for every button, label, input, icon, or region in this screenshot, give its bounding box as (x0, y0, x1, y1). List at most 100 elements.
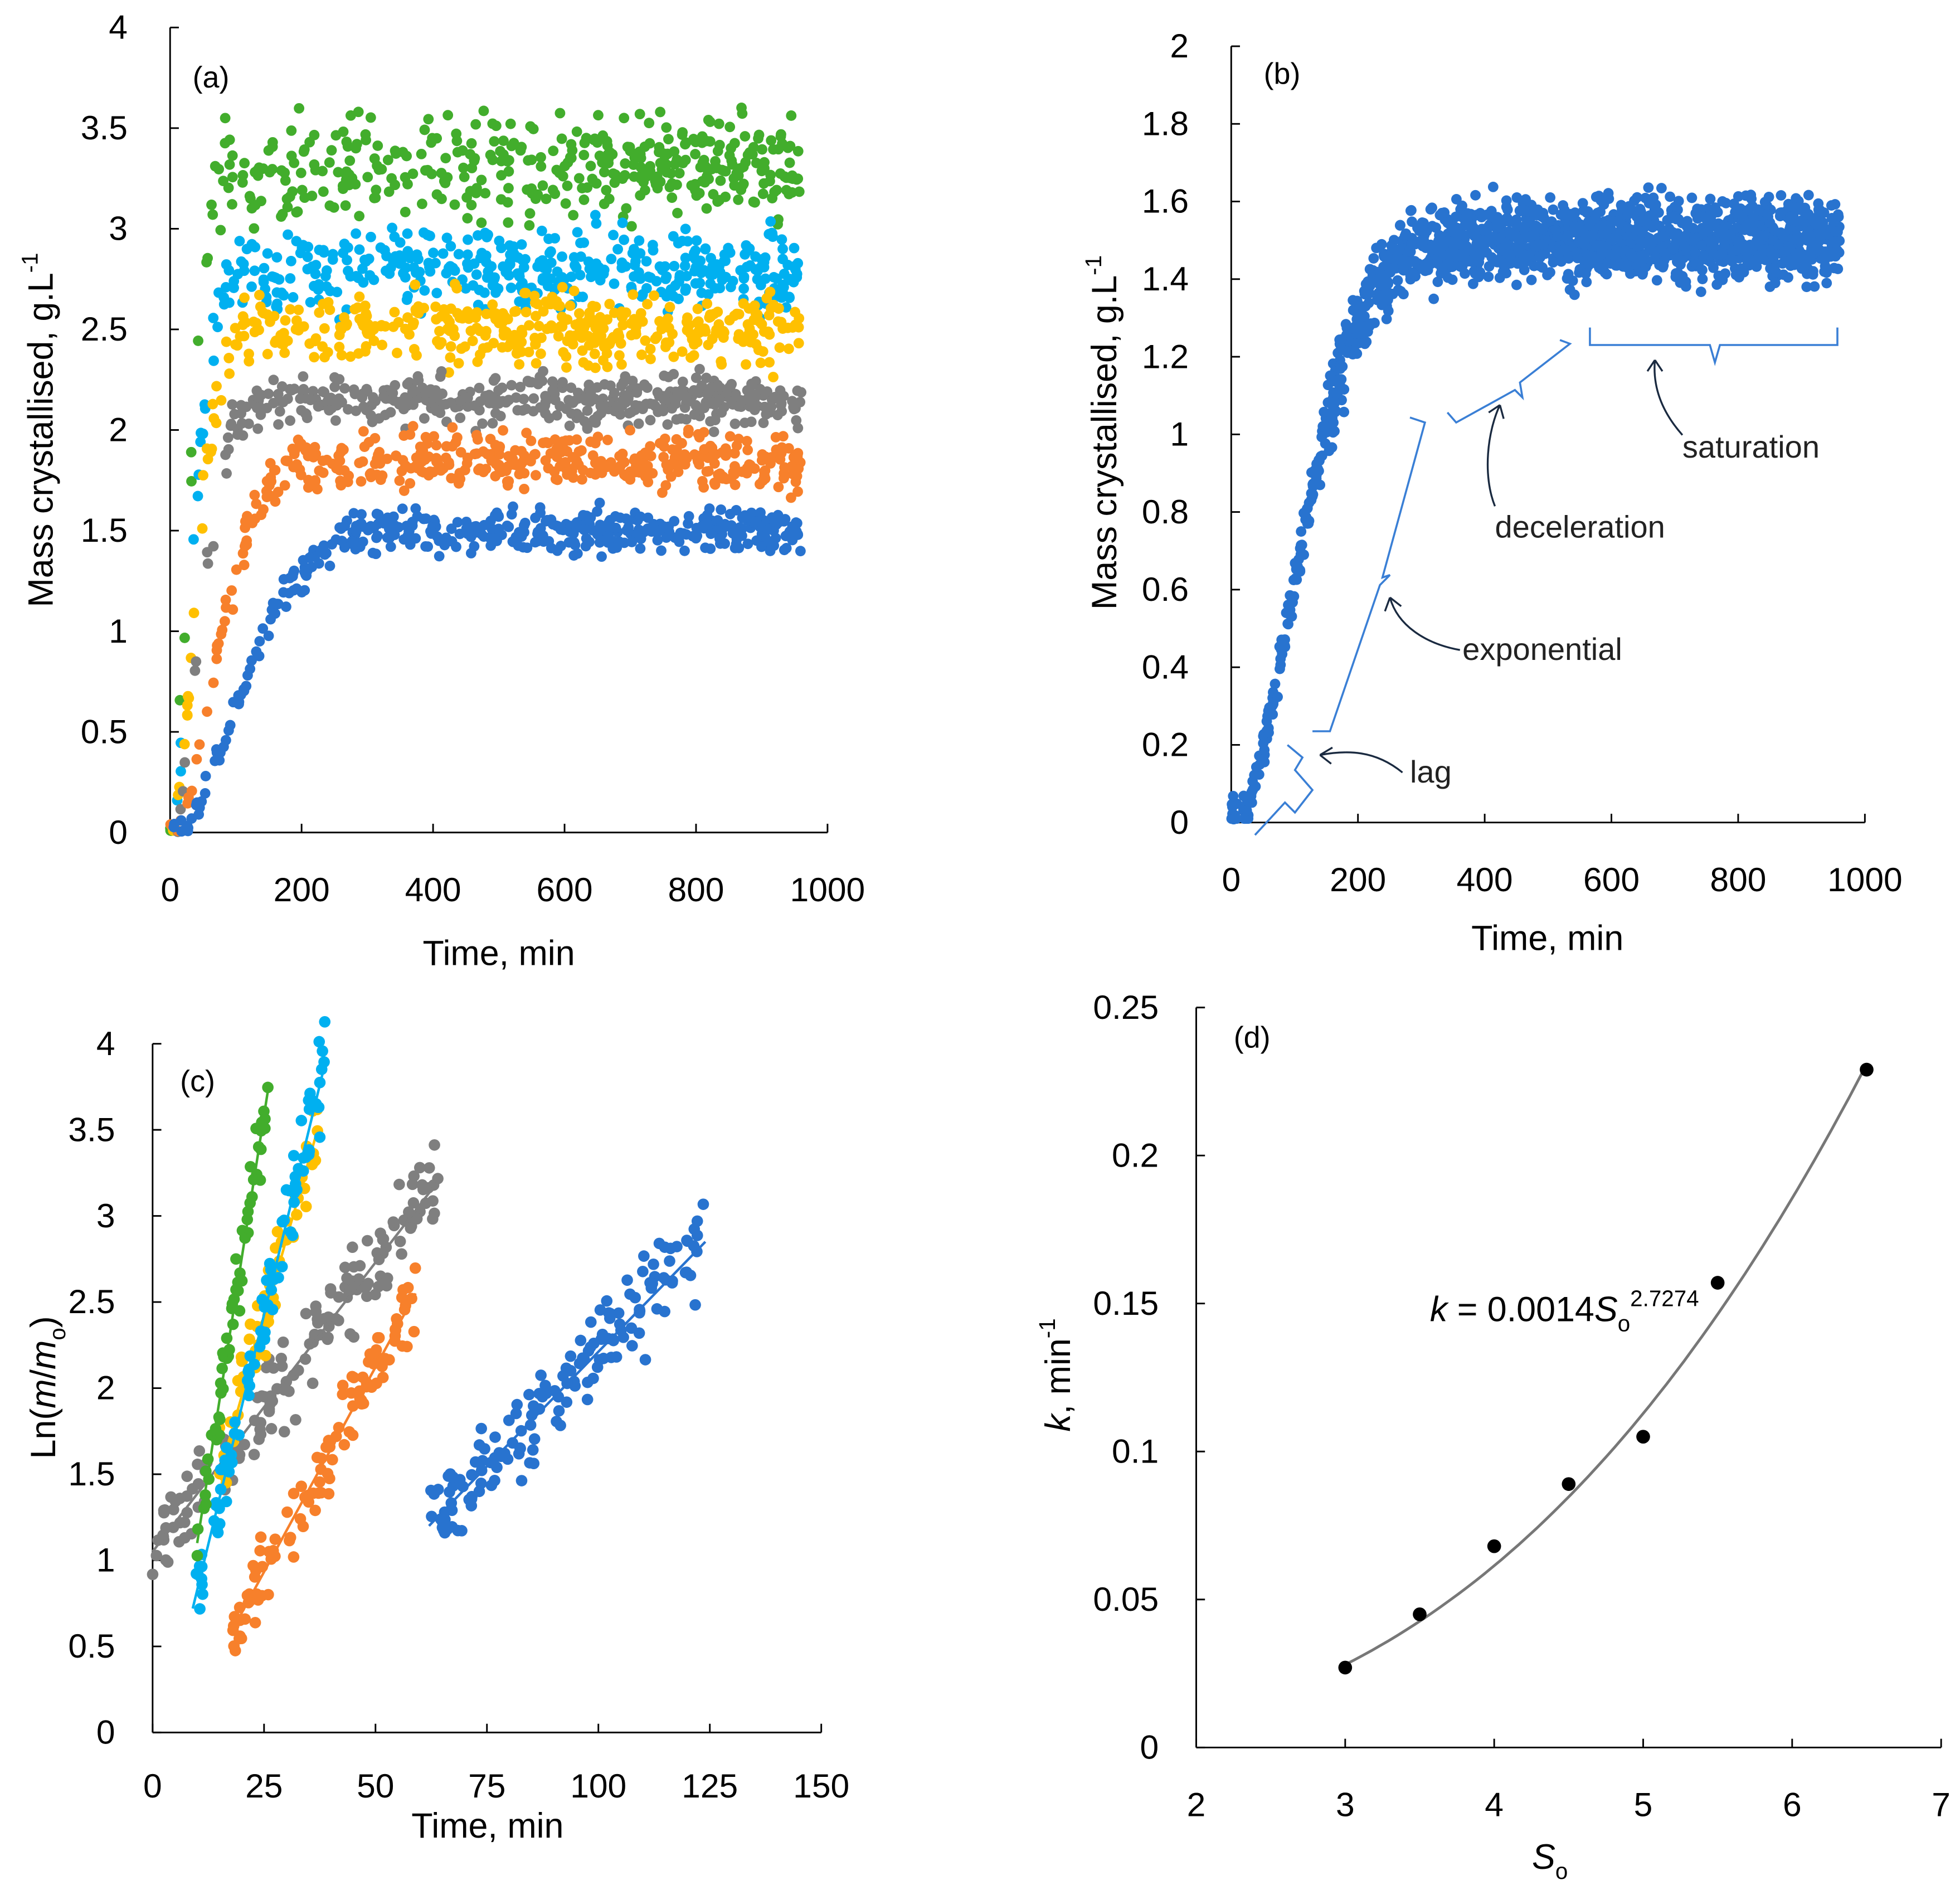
data-point-blue (612, 1307, 625, 1319)
data-point-green (541, 193, 552, 205)
data-point-blue (1656, 243, 1667, 254)
data-point-green (635, 153, 646, 163)
data-point-blue (1327, 405, 1339, 416)
y-tick-label: 0 (96, 1713, 115, 1751)
data-point-blue (610, 511, 621, 522)
data-point-blue (756, 541, 767, 552)
data-point-orange (683, 424, 694, 435)
data-point-yellow (628, 289, 639, 300)
data-point-yellow (521, 307, 532, 318)
data-point-blue (1354, 338, 1365, 348)
x-tick-label: 7 (1932, 1786, 1951, 1824)
data-point-green (237, 169, 249, 181)
y-axis-label: k, min-1 (1034, 1318, 1078, 1431)
data-point-green (361, 134, 371, 145)
y-tick-label: 0.25 (1093, 988, 1159, 1026)
panel-b: 00.20.40.60.811.21.41.61.820 200 400 600 800… (1081, 27, 1903, 958)
data-point-gray (147, 1568, 159, 1580)
data-point-cyan (557, 272, 568, 283)
data-point-cyan (637, 289, 648, 300)
data-point-cyan (725, 281, 736, 293)
data-point-yellow (523, 347, 534, 358)
data-point-gray (618, 377, 629, 388)
data-point-blue (493, 511, 504, 521)
data-point-blue (1581, 276, 1592, 288)
data-point-gray (487, 418, 498, 429)
data-point-orange (530, 470, 541, 481)
data-point-green (567, 145, 578, 156)
data-point-blue (1524, 250, 1535, 261)
data-point-yellow (430, 302, 441, 312)
panel-label: (d) (1234, 1021, 1271, 1054)
data-point-orange (519, 483, 529, 494)
data-point-orange (629, 455, 640, 466)
data-point-yellow (737, 333, 748, 344)
data-point-orange (424, 451, 434, 462)
data-point-blue (1336, 343, 1347, 353)
data-point-gray (251, 402, 262, 414)
data-point-gray (312, 1313, 323, 1325)
data-point-orange (270, 496, 281, 507)
data-point-gray (477, 418, 488, 429)
data-point-cyan (472, 230, 483, 241)
data-point-green (179, 633, 190, 643)
data-point-orange (498, 425, 508, 436)
data-point-green (701, 203, 712, 214)
lag-arrow (1319, 746, 1403, 774)
data-point-orange (289, 445, 300, 456)
data-point-blue (1690, 247, 1701, 258)
data-point-orange (280, 455, 291, 467)
data-point-blue (215, 747, 226, 758)
data-point-blue (648, 1259, 659, 1270)
data-point-orange (256, 1590, 268, 1602)
data-point-orange (247, 1560, 259, 1572)
data-point-green (489, 136, 500, 147)
data-point-green (174, 694, 186, 706)
data-point-orange (281, 1506, 293, 1518)
data-point-yellow (275, 329, 286, 341)
data-point-yellow (768, 299, 779, 310)
data-point-yellow (389, 307, 400, 318)
data-point-yellow (244, 356, 255, 367)
data-point-blue (251, 646, 262, 657)
data-point-gray (564, 420, 575, 431)
data-point-green (365, 112, 376, 123)
data-point-gray (746, 416, 757, 427)
data-point-orange (469, 449, 480, 460)
data-point-blue (436, 1522, 449, 1533)
data-point-blue (1520, 194, 1531, 205)
data-point-blue (553, 1405, 565, 1417)
data-point-cyan (453, 249, 464, 260)
data-point-blue (679, 545, 690, 556)
data-point-cyan (194, 1603, 206, 1615)
data-point-cyan (313, 1036, 325, 1048)
data-point-yellow (660, 341, 671, 352)
data-point-yellow (317, 341, 328, 352)
data-point-blue (1425, 204, 1436, 215)
data-point-cyan (212, 322, 223, 333)
data-point-orange (372, 1332, 384, 1344)
data-point (1710, 1276, 1725, 1290)
data-point-gray (263, 388, 274, 399)
data-point-green (528, 124, 539, 134)
data-point-cyan (508, 241, 519, 252)
data-point-blue (731, 504, 742, 516)
data-point-gray (718, 402, 729, 412)
data-point-green (698, 154, 709, 166)
data-point-blue (1638, 250, 1650, 261)
data-point-yellow (757, 346, 769, 357)
data-point-blue (241, 681, 252, 692)
data-point-gray (675, 413, 687, 424)
data-point-blue (1258, 738, 1269, 749)
data-point (1487, 1539, 1501, 1553)
data-point-cyan (514, 296, 525, 307)
data-point-blue (635, 511, 646, 522)
data-point-orange (356, 476, 367, 487)
data-point-blue (434, 551, 445, 562)
data-point-blue (635, 543, 646, 554)
panel-label: (c) (180, 1065, 215, 1098)
data-point-green (650, 179, 662, 190)
data-point-blue (1480, 226, 1491, 237)
data-point-gray (174, 1493, 186, 1504)
data-point-blue (610, 1351, 622, 1363)
